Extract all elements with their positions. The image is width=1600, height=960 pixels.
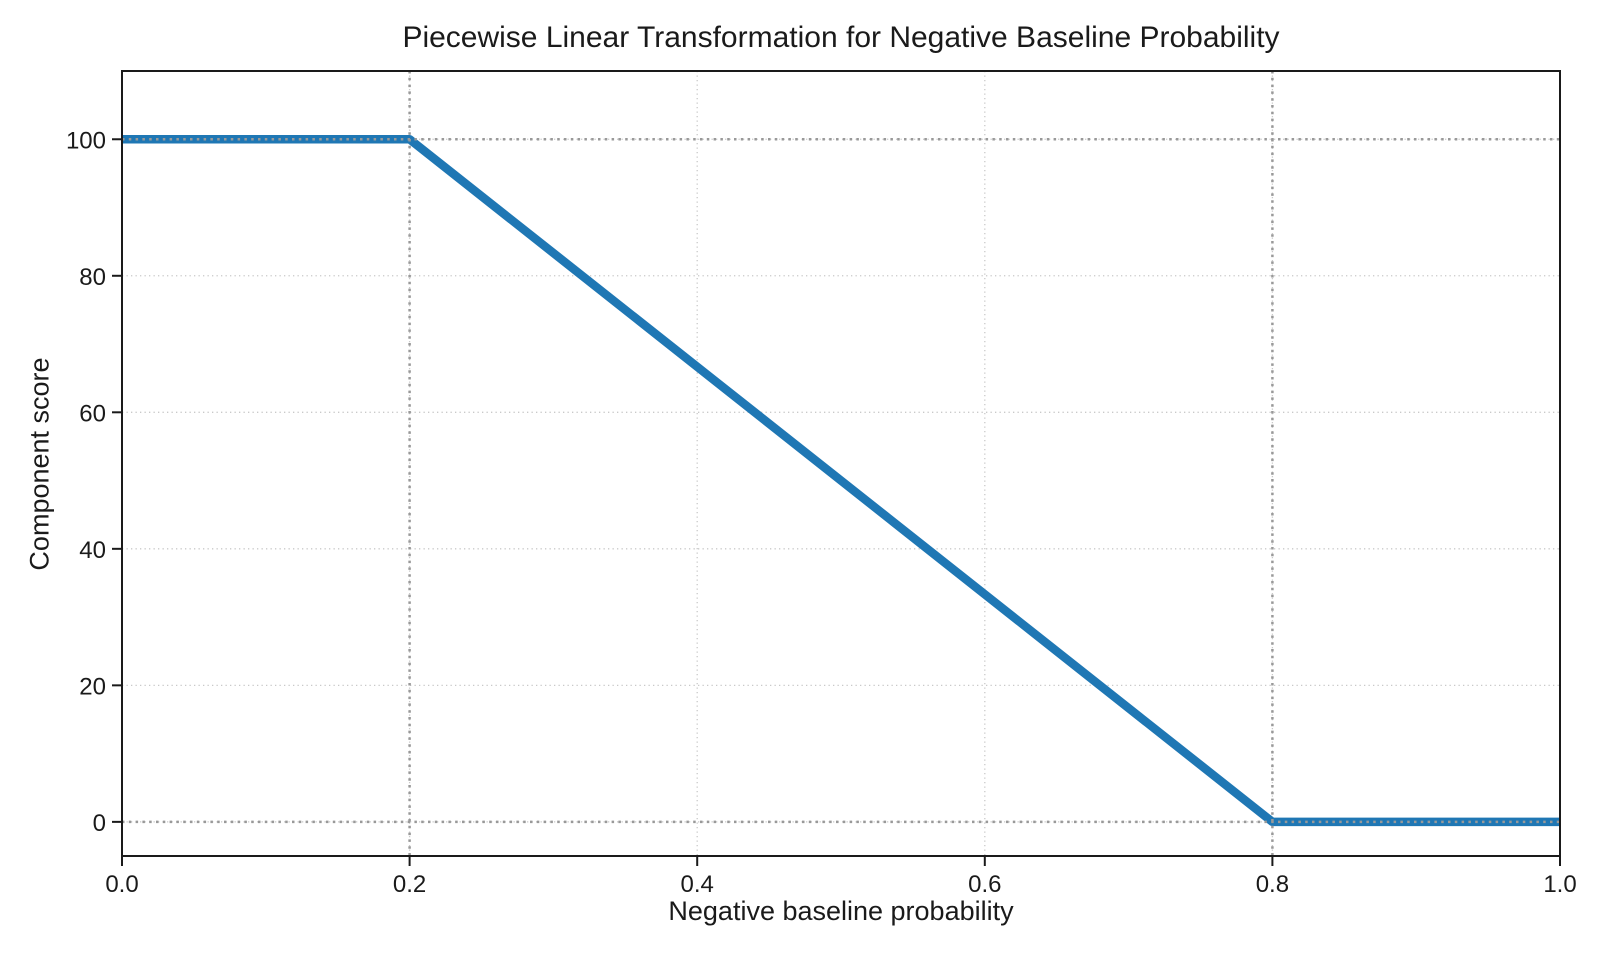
y-tick-label: 40 [79, 537, 106, 564]
plot-border [121, 70, 1561, 857]
chart-title: Piecewise Linear Transformation for Nega… [402, 21, 1280, 54]
x-tick-label: 0.0 [105, 871, 138, 898]
data-line [122, 135, 1560, 827]
y-tick-label: 60 [79, 400, 106, 427]
y-tick-label: 20 [79, 673, 106, 700]
x-tick-label: 0.6 [968, 871, 1001, 898]
y-tick-label: 100 [66, 127, 106, 154]
y-tick-label: 0 [93, 810, 106, 837]
x-tick-label: 0.4 [681, 871, 714, 898]
x-tick-label: 0.2 [393, 871, 426, 898]
x-axis-label: Negative baseline probability [668, 896, 1014, 926]
x-tick-label: 0.8 [1256, 871, 1289, 898]
y-tick-label: 80 [79, 264, 106, 291]
x-tick-label: 1.0 [1543, 871, 1576, 898]
